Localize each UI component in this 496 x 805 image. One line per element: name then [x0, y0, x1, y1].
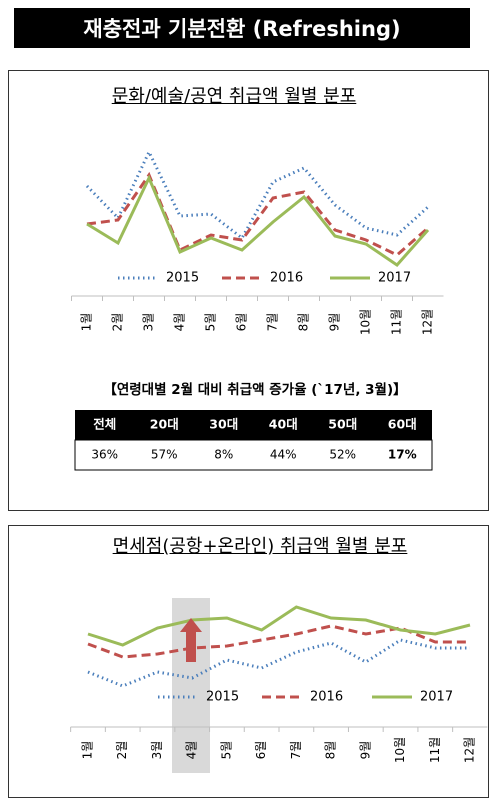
table-body-bg	[74, 439, 433, 471]
table-header-cell: 40대	[269, 417, 298, 432]
x-tick-label: 5월	[219, 741, 233, 760]
x-tick-label: 9월	[358, 741, 372, 760]
x-tick-label: 1월	[81, 741, 95, 760]
legend-label: 2017	[420, 690, 453, 705]
x-tick-label: 1월	[80, 313, 94, 332]
x-tick-label: 2월	[115, 741, 129, 760]
table-header-cell: 전체	[93, 417, 116, 432]
legend-label: 2015	[166, 271, 199, 286]
panel	[8, 525, 489, 798]
table-header-cell: 20대	[150, 417, 179, 432]
legend-label: 2016	[270, 271, 303, 286]
table-header-cell: 60대	[388, 417, 417, 432]
legend-label: 2017	[378, 271, 411, 286]
table-header-cell: 30대	[209, 417, 238, 432]
x-tick-label: 3월	[142, 313, 156, 332]
x-tick-label: 7월	[289, 741, 303, 760]
x-tick-label: 7월	[266, 313, 280, 332]
table-cell: 57%	[151, 448, 178, 462]
x-tick-label: 11월	[428, 737, 442, 763]
series-line	[85, 148, 430, 241]
x-tick-label: 12월	[421, 309, 435, 335]
table-cell: 8%	[214, 448, 233, 462]
chart-title: 면세점(공항+온라인) 취급액 월별 분포	[112, 536, 408, 557]
x-tick-label: 8월	[297, 313, 311, 332]
x-tick-label: 4월	[173, 313, 187, 332]
x-tick-label: 3월	[150, 741, 164, 760]
table-cell: 36%	[91, 448, 118, 462]
x-tick-label: 4월	[185, 741, 199, 760]
x-tick-label: 8월	[324, 741, 338, 760]
x-tick-label: 6월	[235, 313, 249, 332]
table-caption: 【연령대별 2월 대비 취급액 증가율 (`17년, 3월)】	[103, 381, 406, 398]
series-line	[86, 174, 430, 267]
table-cell: 17%	[388, 448, 417, 462]
x-tick-label: 10월	[359, 309, 373, 335]
table-cell: 52%	[329, 448, 356, 462]
series-line	[87, 605, 471, 647]
x-tick-label: 11월	[390, 309, 404, 335]
series-line	[87, 638, 470, 688]
series-line	[86, 171, 429, 257]
up-arrow	[180, 618, 202, 662]
legend-label: 2015	[206, 690, 239, 705]
panel	[8, 70, 489, 511]
x-tick-label: 6월	[254, 741, 268, 760]
x-tick-label: 12월	[463, 737, 477, 763]
x-tick-label: 5월	[204, 313, 218, 332]
chart-title: 문화/예술/공연 취급액 월별 분포	[111, 86, 357, 107]
table-header-bg	[75, 410, 432, 440]
table-cell: 44%	[270, 448, 297, 462]
page-title: 재충전과 기분전환 (Refreshing)	[14, 8, 470, 48]
x-tick-label: 9월	[328, 313, 342, 332]
legend-label: 2016	[310, 690, 343, 705]
x-tick-label: 10월	[393, 737, 407, 763]
x-tick-label: 2월	[111, 313, 125, 332]
table-header-cell: 50대	[328, 417, 357, 432]
